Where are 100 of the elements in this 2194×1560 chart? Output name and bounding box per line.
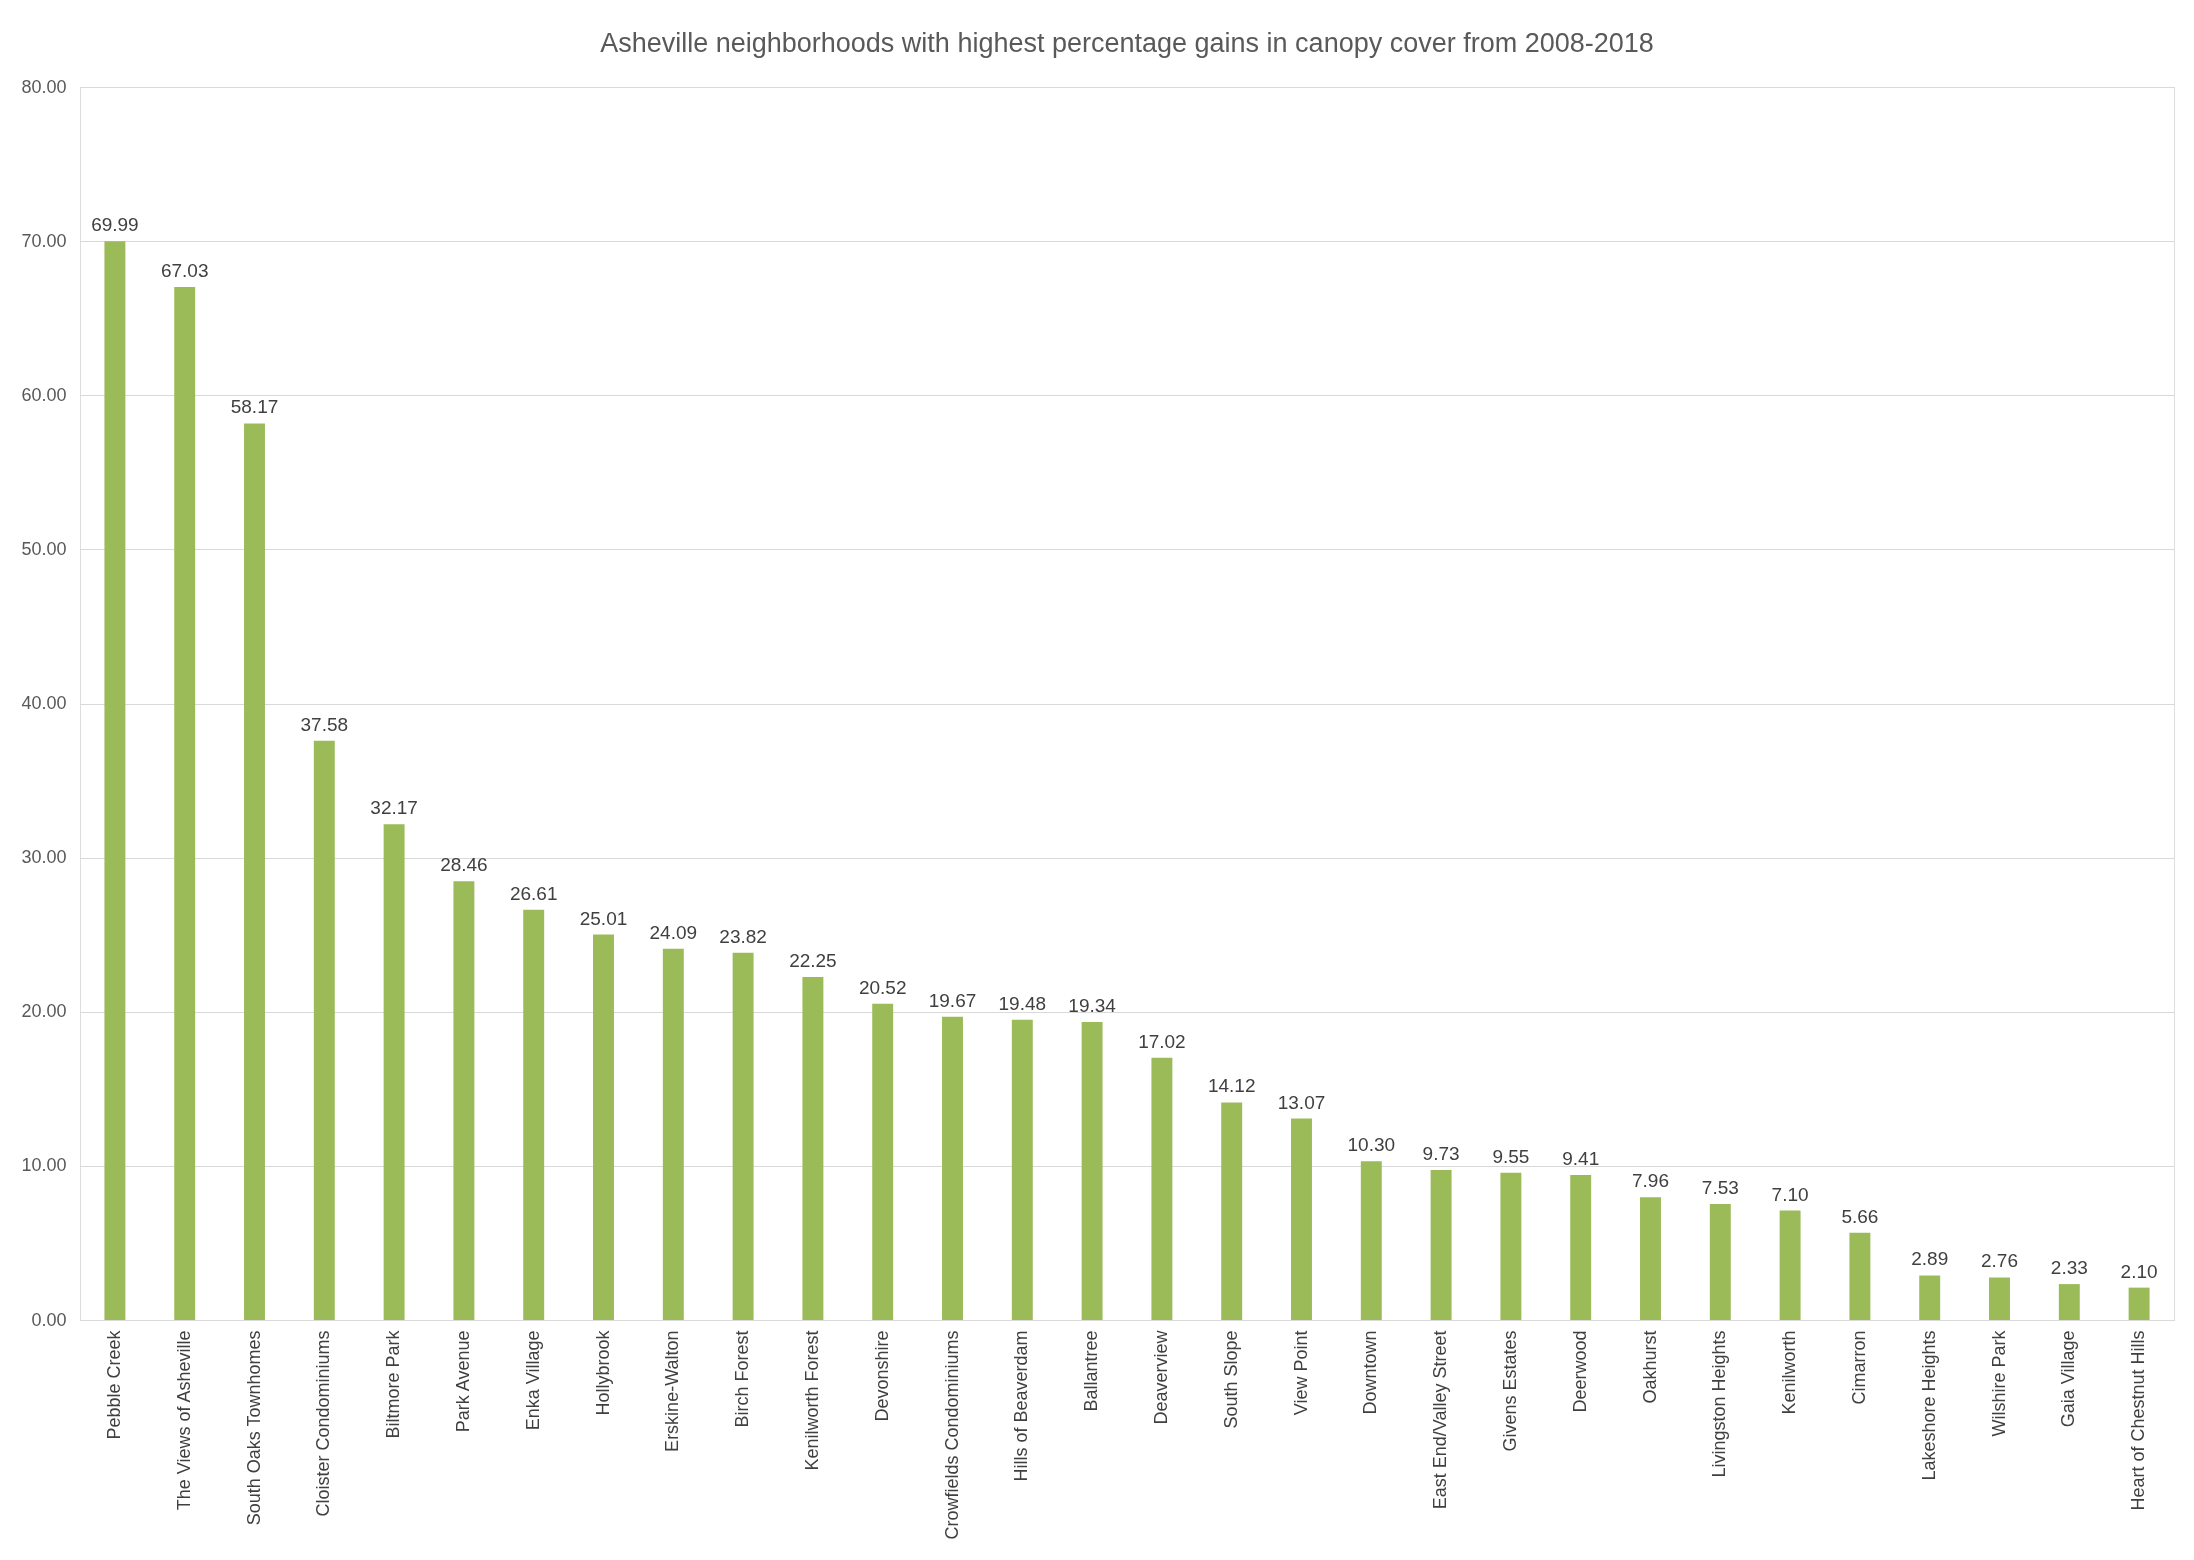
data-label: 7.96 xyxy=(1632,1170,1669,1192)
x-tick-label: Downtown xyxy=(1360,1330,1381,1415)
y-tick-label: 40.00 xyxy=(21,693,67,713)
data-label: 24.09 xyxy=(649,921,698,943)
data-label: 19.67 xyxy=(928,989,977,1011)
bar xyxy=(1081,1021,1103,1320)
x-tick-label: Gaia Village xyxy=(2058,1330,2079,1428)
bar xyxy=(662,948,684,1320)
bar xyxy=(313,740,335,1320)
data-label: 67.03 xyxy=(160,259,209,281)
data-label: 58.17 xyxy=(230,396,279,418)
x-tick-label: Erskine-Walton xyxy=(662,1330,683,1452)
x-tick-label: Crowfields Condominiums xyxy=(941,1330,962,1540)
data-label: 9.55 xyxy=(1492,1145,1530,1167)
data-label: 19.48 xyxy=(998,992,1047,1014)
x-tick-label: The Views of Asheville xyxy=(173,1330,194,1511)
data-label: 9.41 xyxy=(1562,1147,1600,1169)
bar xyxy=(1709,1203,1731,1320)
data-label: 2.33 xyxy=(2050,1257,2088,1279)
x-tick-label: Oakhurst xyxy=(1639,1330,1660,1404)
bar xyxy=(1849,1232,1871,1320)
x-tick-label: Birch Forest xyxy=(732,1330,753,1428)
x-tick-label: Givens Estates xyxy=(1499,1330,1520,1452)
data-label: 14.12 xyxy=(1207,1075,1256,1097)
data-label: 25.01 xyxy=(579,907,628,929)
data-label: 28.46 xyxy=(440,854,488,876)
y-tick-label: 10.00 xyxy=(21,1155,67,1176)
data-label: 13.07 xyxy=(1277,1091,1326,1113)
bar xyxy=(174,286,196,1320)
bar xyxy=(523,909,545,1320)
x-tick-label: Deerwood xyxy=(1569,1330,1590,1413)
x-tick-label: Park Avenue xyxy=(452,1330,473,1433)
bar xyxy=(1989,1277,2010,1320)
data-label: 2.10 xyxy=(2120,1260,2158,1282)
y-tick-label: 50.00 xyxy=(21,538,67,559)
data-label: 17.02 xyxy=(1138,1030,1186,1052)
y-tick-label: 0.00 xyxy=(31,1309,67,1330)
bar xyxy=(1779,1210,1801,1320)
x-tick-label: Deaverview xyxy=(1150,1329,1171,1425)
data-label: 7.10 xyxy=(1771,1183,1809,1205)
data-label: 26.61 xyxy=(509,882,558,904)
bar xyxy=(2128,1287,2150,1320)
data-label: 7.53 xyxy=(1701,1176,1739,1198)
data-label: 5.66 xyxy=(1841,1205,1879,1227)
x-tick-label: South Slope xyxy=(1220,1330,1241,1429)
bar xyxy=(1011,1019,1033,1320)
bar xyxy=(872,1003,894,1320)
bar xyxy=(942,1016,963,1320)
data-label: 19.34 xyxy=(1068,994,1117,1016)
bar xyxy=(1500,1172,1522,1320)
data-label: 22.25 xyxy=(789,950,837,972)
data-label: 2.89 xyxy=(1911,1248,1949,1270)
x-tick-label: Lakeshore Heights xyxy=(1918,1330,1939,1481)
data-label: 9.73 xyxy=(1422,1143,1460,1165)
data-label: 20.52 xyxy=(858,976,907,998)
bar xyxy=(1570,1174,1592,1320)
x-tick-label: East End/Valley Street xyxy=(1430,1330,1451,1510)
x-tick-label: Biltmore Park xyxy=(383,1329,404,1439)
bar xyxy=(383,824,405,1320)
bar xyxy=(1360,1161,1382,1320)
bar xyxy=(2058,1284,2080,1320)
x-tick-label: Cimarron xyxy=(1848,1330,1869,1405)
bar xyxy=(1151,1057,1173,1320)
x-tick-label: Wilshire Park xyxy=(1988,1329,2009,1437)
x-tick-label: Pebble Creek xyxy=(103,1329,124,1440)
x-tick-label: South Oaks Townhomes xyxy=(243,1330,264,1526)
bar xyxy=(1221,1102,1243,1320)
bar xyxy=(802,977,824,1320)
data-label: 69.99 xyxy=(91,214,139,236)
bar xyxy=(244,423,265,1320)
data-label: 37.58 xyxy=(300,713,349,735)
chart-title: Asheville neighborhoods with highest percentage gains in canopy cover from 2008-2018 xyxy=(600,28,1654,58)
x-tick-label: Enka Village xyxy=(522,1330,543,1431)
bar xyxy=(1640,1197,1661,1320)
bar xyxy=(104,241,126,1320)
bar xyxy=(453,881,475,1320)
x-tick-label: View Point xyxy=(1290,1330,1311,1416)
y-tick-label: 70.00 xyxy=(21,230,67,251)
bar xyxy=(732,952,754,1320)
x-tick-label: Heart of Chestnut Hills xyxy=(2128,1330,2149,1511)
y-tick-label: 60.00 xyxy=(21,384,67,405)
data-label: 10.30 xyxy=(1347,1134,1396,1156)
y-tick-label: 20.00 xyxy=(21,1001,67,1022)
x-tick-label: Livingston Heights xyxy=(1709,1330,1730,1478)
y-tick-label: 80.00 xyxy=(21,76,67,97)
bar xyxy=(593,934,614,1320)
x-tick-label: Hollybrook xyxy=(592,1329,613,1416)
data-label: 2.76 xyxy=(1981,1250,2018,1272)
x-tick-label: Devonshire xyxy=(871,1330,892,1422)
data-label: 23.82 xyxy=(719,925,767,947)
bar xyxy=(1291,1118,1312,1320)
y-tick-label: 30.00 xyxy=(21,847,67,868)
x-tick-label: Hills of Beaverdam xyxy=(1011,1330,1032,1482)
bar xyxy=(1919,1275,1941,1320)
x-tick-label: Kenilworth xyxy=(1779,1330,1800,1415)
x-tick-label: Kenilworth Forest xyxy=(801,1330,822,1471)
x-tick-label: Ballantree xyxy=(1081,1330,1102,1412)
x-tick-label: Cloister Condominiums xyxy=(313,1330,334,1517)
data-label: 32.17 xyxy=(370,797,418,819)
bar xyxy=(1430,1170,1452,1320)
